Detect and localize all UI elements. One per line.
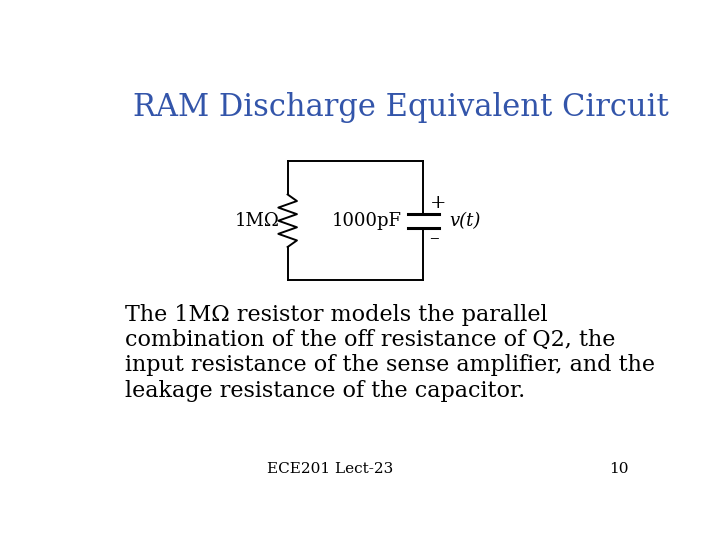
Text: 10: 10 xyxy=(609,462,629,476)
Text: input resistance of the sense amplifier, and the: input resistance of the sense amplifier,… xyxy=(125,354,655,376)
Text: RAM Discharge Equivalent Circuit: RAM Discharge Equivalent Circuit xyxy=(132,92,668,123)
Text: ECE201 Lect-23: ECE201 Lect-23 xyxy=(267,462,393,476)
Text: combination of the off resistance of Q2, the: combination of the off resistance of Q2,… xyxy=(125,329,616,351)
Text: leakage resistance of the capacitor.: leakage resistance of the capacitor. xyxy=(125,380,525,402)
Text: 1MΩ: 1MΩ xyxy=(235,212,280,230)
Text: 1000pF: 1000pF xyxy=(331,212,402,230)
Text: The 1MΩ resistor models the parallel: The 1MΩ resistor models the parallel xyxy=(125,303,547,326)
Text: v(t): v(t) xyxy=(449,212,481,230)
Text: +: + xyxy=(429,194,446,212)
Text: –: – xyxy=(429,230,439,247)
